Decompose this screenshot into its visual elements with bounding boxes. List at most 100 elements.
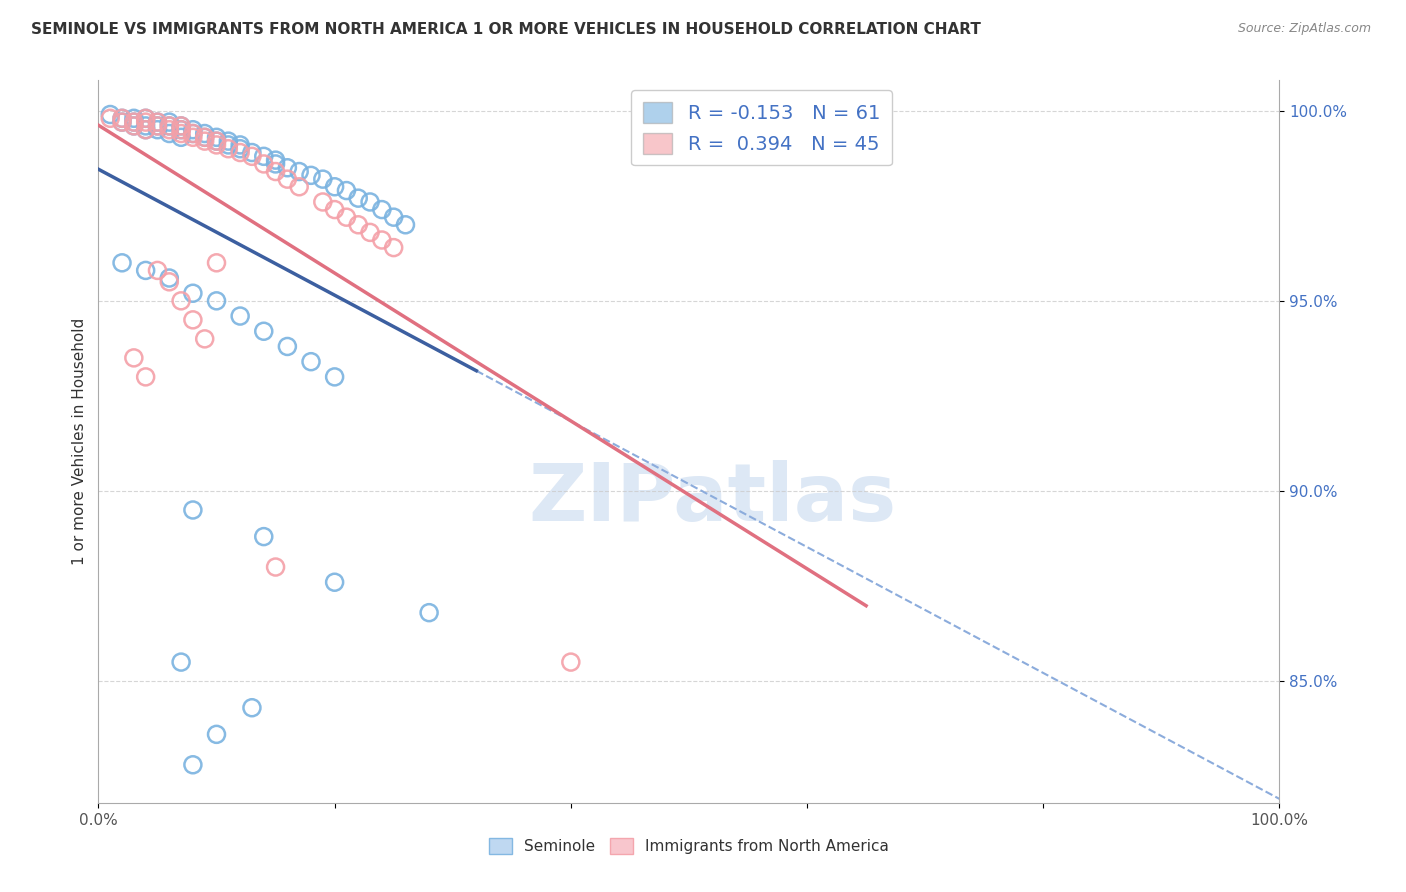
Point [111, 112, 134, 126]
Point [135, 112, 157, 126]
Point [240, 145, 263, 160]
Point [122, 351, 145, 365]
Text: SEMINOLE VS IMMIGRANTS FROM NORTH AMERICA 1 OR MORE VEHICLES IN HOUSEHOLD CORREL: SEMINOLE VS IMMIGRANTS FROM NORTH AMERIC… [31, 22, 981, 37]
Point [146, 119, 169, 133]
Point [253, 149, 276, 163]
Point [146, 115, 169, 129]
Point [157, 115, 180, 129]
Point [170, 119, 193, 133]
Point [157, 119, 180, 133]
Point [194, 130, 217, 145]
Point [276, 172, 298, 186]
Point [229, 145, 252, 160]
Point [111, 112, 134, 126]
Point [240, 700, 263, 714]
Point [111, 256, 134, 270]
Point [135, 119, 157, 133]
Point [359, 226, 381, 240]
Text: Source: ZipAtlas.com: Source: ZipAtlas.com [1237, 22, 1371, 36]
Point [359, 194, 381, 209]
Point [205, 727, 228, 741]
Point [170, 655, 193, 669]
Point [135, 122, 157, 136]
Point [288, 179, 311, 194]
Point [181, 313, 204, 327]
Point [181, 127, 204, 141]
Point [146, 122, 169, 136]
Point [122, 112, 145, 126]
Point [135, 122, 157, 136]
Point [181, 286, 204, 301]
Text: ZIPatlas: ZIPatlas [529, 460, 897, 539]
Point [122, 115, 145, 129]
Point [299, 354, 322, 368]
Point [323, 202, 346, 217]
Point [229, 142, 252, 156]
Point [157, 271, 180, 285]
Point [240, 149, 263, 163]
Point [181, 127, 204, 141]
Point [194, 130, 217, 145]
Point [276, 339, 298, 353]
Point [205, 134, 228, 148]
Point [122, 115, 145, 129]
Point [335, 184, 357, 198]
Point [371, 233, 394, 247]
Point [194, 127, 217, 141]
Point [181, 503, 204, 517]
Point [122, 119, 145, 133]
Point [560, 655, 582, 669]
Point [170, 119, 193, 133]
Point [170, 122, 193, 136]
Point [205, 130, 228, 145]
Legend: Seminole, Immigrants from North America: Seminole, Immigrants from North America [482, 832, 896, 860]
Point [229, 309, 252, 323]
Point [111, 115, 134, 129]
Point [181, 130, 204, 145]
Point [98, 112, 121, 126]
Point [276, 161, 298, 175]
Point [253, 324, 276, 338]
Point [194, 332, 217, 346]
Point [157, 275, 180, 289]
Point [229, 137, 252, 152]
Point [382, 210, 405, 224]
Point [335, 210, 357, 224]
Point [135, 263, 157, 277]
Point [111, 115, 134, 129]
Point [157, 127, 180, 141]
Point [194, 134, 217, 148]
Point [170, 122, 193, 136]
Point [122, 119, 145, 133]
Point [394, 218, 416, 232]
Point [135, 370, 157, 384]
Point [157, 122, 180, 136]
Point [323, 179, 346, 194]
Point [264, 164, 287, 178]
Point [253, 530, 276, 544]
Point [217, 137, 239, 152]
Point [264, 157, 287, 171]
Point [181, 757, 204, 772]
Point [170, 293, 193, 308]
Point [170, 130, 193, 145]
Point [382, 241, 405, 255]
Point [146, 115, 169, 129]
Point [157, 119, 180, 133]
Point [323, 370, 346, 384]
Point [146, 263, 169, 277]
Point [264, 560, 287, 574]
Point [135, 112, 157, 126]
Point [205, 137, 228, 152]
Point [264, 153, 287, 168]
Point [371, 202, 394, 217]
Point [312, 172, 335, 186]
Point [253, 157, 276, 171]
Point [323, 575, 346, 590]
Point [170, 127, 193, 141]
Point [135, 115, 157, 129]
Point [205, 134, 228, 148]
Point [181, 122, 204, 136]
Point [217, 142, 239, 156]
Point [347, 218, 370, 232]
